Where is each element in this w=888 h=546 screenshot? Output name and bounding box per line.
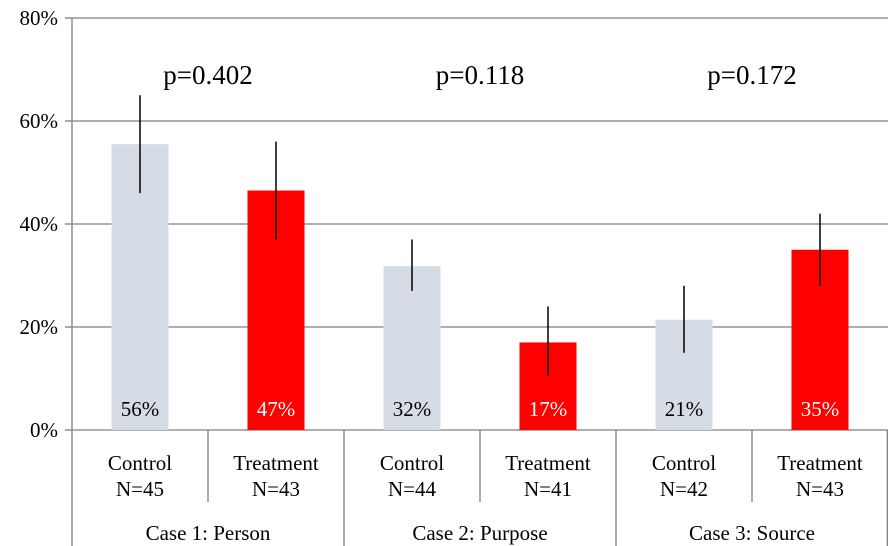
category-label: Control bbox=[380, 451, 444, 475]
category-sample-size: N=44 bbox=[388, 477, 437, 501]
category-sample-size: N=43 bbox=[796, 477, 844, 501]
bar-data-label: 32% bbox=[393, 397, 432, 421]
category-label: Treatment bbox=[505, 451, 591, 475]
category-sample-size: N=43 bbox=[252, 477, 300, 501]
category-sample-size: N=41 bbox=[524, 477, 572, 501]
bar-data-label: 21% bbox=[665, 397, 704, 421]
category-label: Treatment bbox=[777, 451, 863, 475]
y-tick-label: 80% bbox=[20, 6, 59, 30]
p-value-annotation: p=0.172 bbox=[707, 60, 796, 90]
bar-3 bbox=[383, 266, 441, 430]
bar-data-label: 47% bbox=[257, 397, 296, 421]
group-label: Case 2: Purpose bbox=[412, 521, 547, 545]
y-tick-label: 60% bbox=[20, 109, 59, 133]
category-label: Control bbox=[108, 451, 172, 475]
bar-data-label: 17% bbox=[529, 397, 568, 421]
category-label: Control bbox=[652, 451, 716, 475]
group-label: Case 1: Person bbox=[146, 521, 271, 545]
p-value-annotation: p=0.402 bbox=[163, 60, 252, 90]
group-label: Case 3: Source bbox=[689, 521, 815, 545]
y-tick-label: 0% bbox=[30, 418, 58, 442]
y-tick-label: 20% bbox=[20, 315, 59, 339]
category-label: Treatment bbox=[233, 451, 319, 475]
bar-data-label: 56% bbox=[121, 397, 160, 421]
p-value-annotation: p=0.118 bbox=[436, 60, 524, 90]
y-tick-label: 40% bbox=[20, 212, 59, 236]
bar-data-label: 35% bbox=[801, 397, 840, 421]
category-sample-size: N=42 bbox=[660, 477, 708, 501]
category-sample-size: N=45 bbox=[116, 477, 164, 501]
